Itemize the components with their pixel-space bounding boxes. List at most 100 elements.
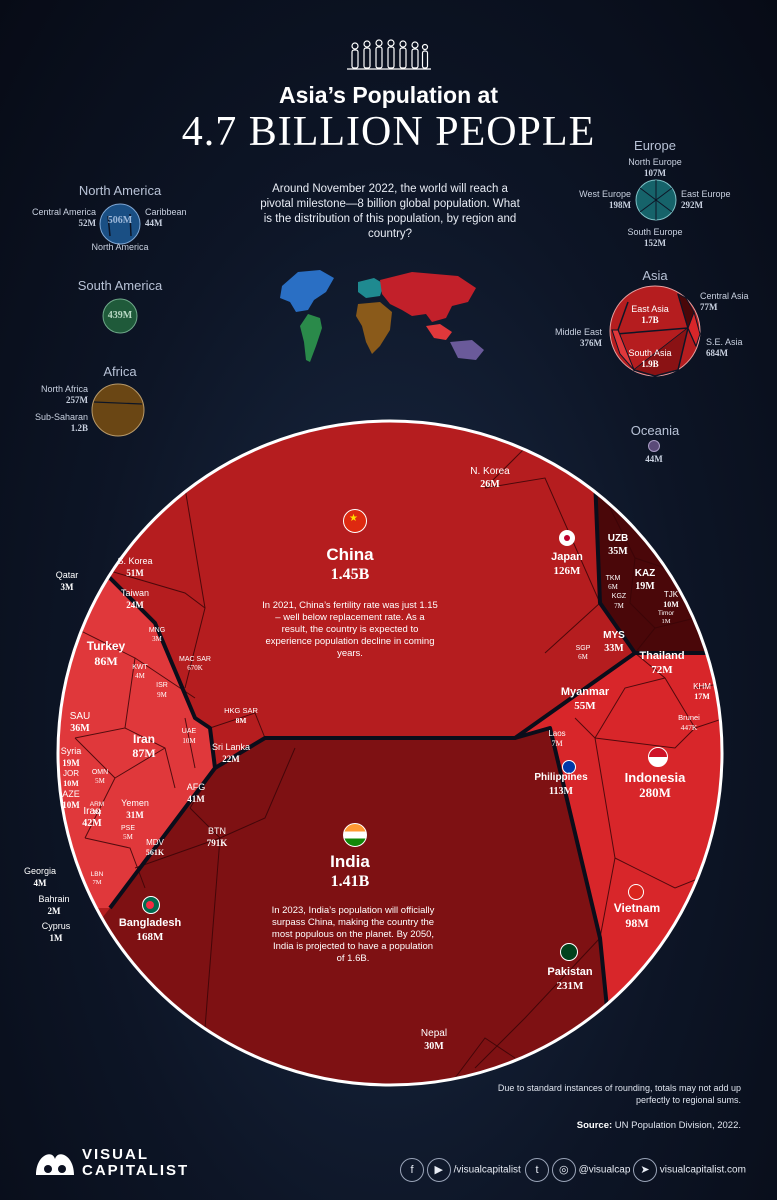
syria-label: Syria [60,746,82,756]
bahrain-label: Bahrain [38,894,70,904]
central-america-value: 52M [78,218,97,228]
lbn-label: LBN [90,871,104,878]
caribbean-value: 44M [145,218,163,228]
sgp-label: SGP [575,645,591,652]
south-asia-mini-value: 1.9B [641,359,659,369]
iran-label: Iran [132,732,155,746]
vietnam-value: 98M [625,916,649,930]
pse-label: PSE [120,825,135,832]
middle-east-mini-value: 376M [580,338,602,348]
sub-saharan-label: Sub-Saharan [34,412,88,422]
turkey-label: Turkey [86,639,126,653]
taiwan-label: Taiwan [120,588,149,598]
central-asia-mini-value: 77M [700,302,718,312]
asia-population-chart [56,419,724,1087]
source-text: UN Population Division, 2022. [614,1120,741,1131]
taiwan-value: 24M [126,600,144,610]
georgia-label: Georgia [23,866,57,876]
brand-line-2: CAPITALIST [82,1162,190,1179]
hkg-sar-value: 8M [235,716,247,725]
jor-value: 10M [63,779,79,788]
uae-value: 10M [182,737,196,745]
iran-value: 87M [132,746,156,760]
west-europe-label: West Europe [579,189,631,199]
nepal-label: Nepal [420,1028,448,1039]
se-asia-mini-label: S.E. Asia [706,337,743,347]
middle-east-mini-label: Middle East [554,327,602,337]
social-handle-b[interactable]: @visualcap [578,1164,631,1176]
indonesia-flag-icon [648,747,668,767]
arm-value: 3M [92,809,102,816]
aze-value: 10M [62,800,80,810]
philippines-flag-icon [562,760,576,774]
facebook-icon[interactable]: f [400,1158,424,1182]
people-icon [347,39,431,70]
n-korea-label: N. Korea [470,466,510,477]
middle-east-region [58,568,215,908]
south-asia-mini-label: South Asia [628,348,672,358]
jor-label: JOR [63,769,79,778]
mys-label: MYS [603,630,625,641]
india-flag-icon [343,823,367,847]
oceania-bubble [648,440,660,452]
china-value: 1.45B [330,566,370,583]
kwt-value: 4M [135,672,145,680]
se-asia-mini-value: 684M [706,348,728,358]
laos-value: 7M [551,739,563,748]
twitter-icon[interactable]: t [525,1158,549,1182]
bangladesh-label: Bangladesh [118,917,182,929]
btn-label: BTN [208,826,226,836]
sgp-value: 6M [578,653,588,661]
cursor-icon[interactable]: ➤ [633,1158,657,1182]
afg-value: 41M [187,794,205,804]
timor-label: Timor [657,610,675,617]
europe-bubble [635,179,677,221]
oceania-total: 44M [645,454,663,464]
south-america-bubble [102,298,138,334]
isr-value: 9M [157,691,167,699]
tjk-label: TJK [663,590,679,599]
mdv-label: MDV [146,838,164,847]
south-europe-value: 152M [644,238,666,248]
source-label: Source: [576,1120,613,1131]
uzb-label: UZB [607,533,629,544]
oceania-title: Oceania [630,423,680,438]
mdv-value: 561K [145,848,165,857]
social-group-b: t ◎ @visualcap [525,1158,630,1182]
instagram-icon[interactable]: ◎ [551,1158,576,1182]
cyprus-label: Cyprus [41,921,71,931]
africa-title: Africa [103,364,137,379]
pse-value: 5M [123,833,133,841]
indonesia-label: Indonesia [624,770,686,785]
south-america-total: 439M [107,310,133,321]
tkm-label: TKM [605,575,621,582]
philippines-value: 113M [549,786,573,797]
sau-label: SAU [69,711,91,722]
japan-label: Japan [551,551,583,563]
vietnam-label: Vietnam [613,901,661,915]
isr-label: ISR [156,682,168,689]
social-handle-a[interactable]: /visualcapitalist [453,1164,521,1176]
china-flag-icon: ★ [343,509,367,533]
mng-value: 3M [152,635,162,643]
qatar-value: 3M [60,582,74,592]
east-asia-mini-label: East Asia [631,304,669,314]
website-link[interactable]: visualcapitalist.com [659,1164,746,1176]
north-america-title: North America [78,183,162,198]
iraq-label: Iraq [83,806,101,817]
bangladesh-value: 168M [136,931,164,943]
central-america-label: Central America [31,207,96,217]
brand-name: VISUAL CAPITALIST [82,1147,189,1179]
north-africa-label: North Africa [40,384,88,394]
west-europe-value: 198M [609,200,631,210]
north-europe-value: 107M [644,168,666,178]
youtube-icon[interactable]: ▶ [426,1158,451,1182]
iraq-value: 42M [82,818,102,829]
nepal-value: 30M [424,1041,444,1052]
hkg-sar-label: HKG SAR [224,706,258,715]
china-annotation: In 2021, China’s fertility rate was just… [262,600,438,659]
east-europe-label: East Europe [681,189,731,199]
brunei-value: 447K [680,723,698,732]
mys-value: 33M [604,643,624,654]
pakistan-label: Pakistan [547,966,593,978]
